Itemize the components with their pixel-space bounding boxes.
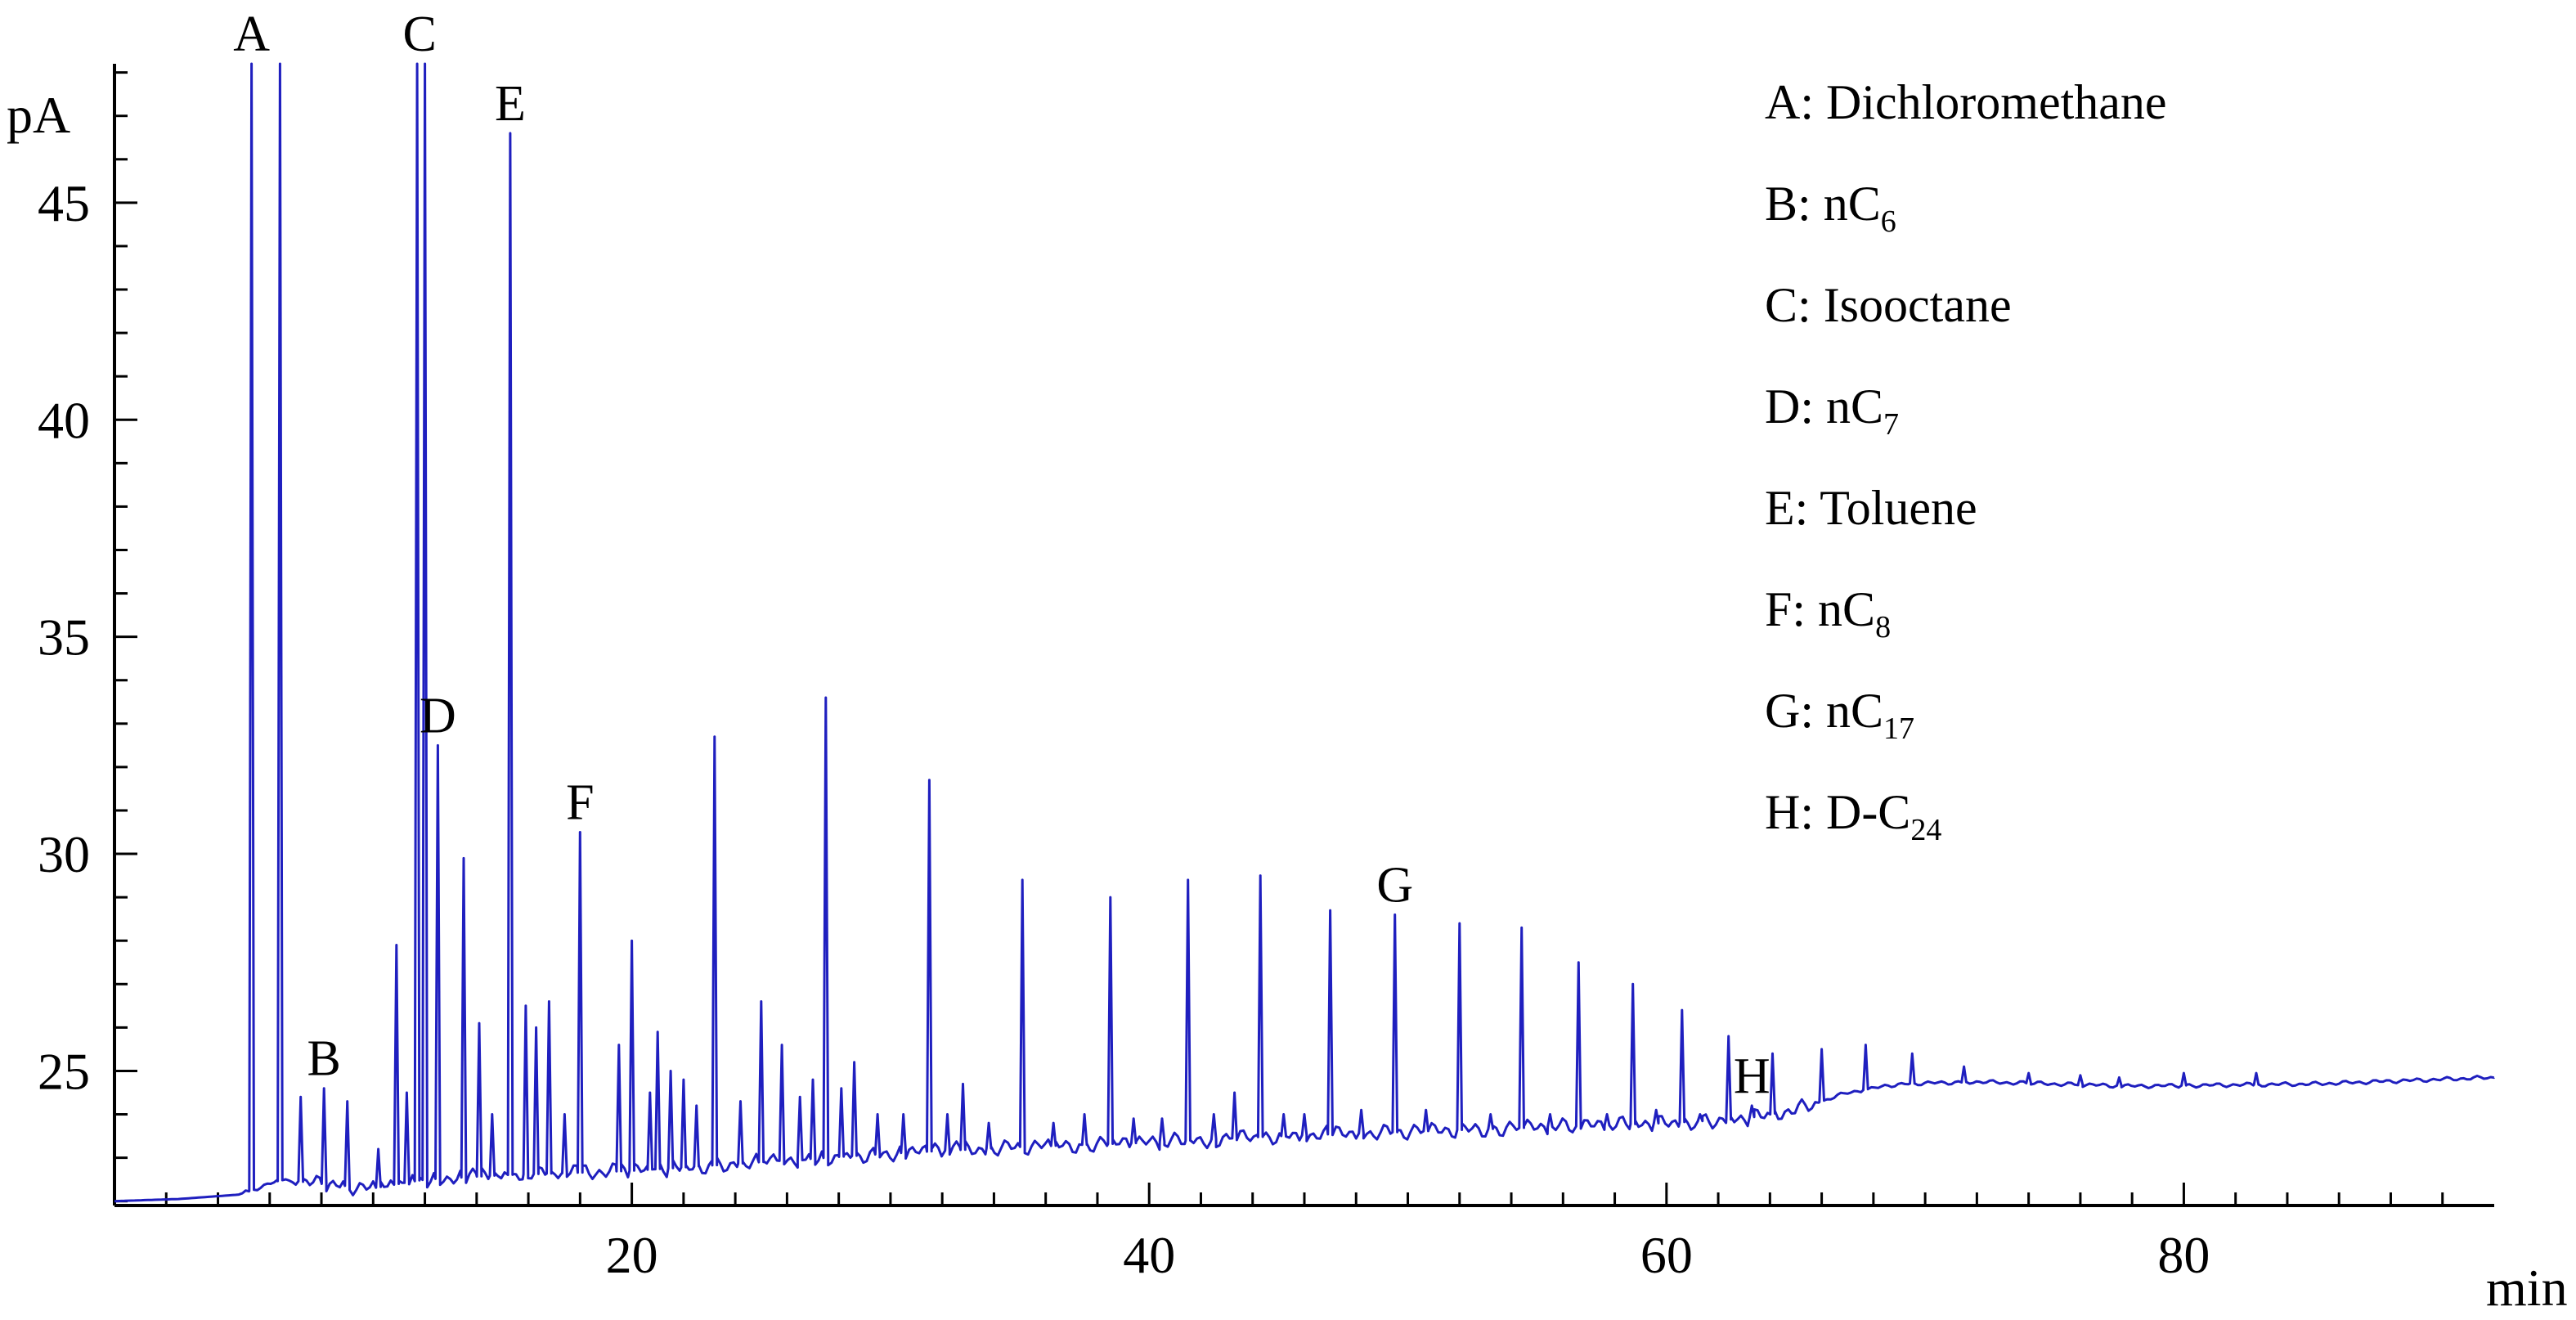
y-tick-label: 35 bbox=[38, 608, 90, 667]
peak-label-f: F bbox=[566, 775, 594, 831]
chromatogram-trace bbox=[114, 62, 2496, 1203]
x-tick-label: 80 bbox=[2157, 1226, 2210, 1284]
legend-item-h: H: D-C24 bbox=[1765, 785, 1941, 847]
legend-item-d: D: nC7 bbox=[1765, 379, 1899, 442]
y-tick-label: 40 bbox=[38, 391, 90, 449]
x-axis-title: min bbox=[2486, 1259, 2568, 1317]
peak-label-c: C bbox=[403, 7, 437, 62]
axes bbox=[113, 64, 2494, 1207]
y-axis-title: pA bbox=[7, 86, 70, 144]
legend-item-f: F: nC8 bbox=[1765, 582, 1891, 644]
peak-label-g: G bbox=[1376, 857, 1413, 913]
legend-item-a: A: Dichloromethane bbox=[1765, 75, 2167, 129]
peak-label-a: A bbox=[233, 7, 270, 62]
peak-labels: A B C D E F G H bbox=[233, 7, 1770, 1104]
legend-item-e: E: Toluene bbox=[1765, 481, 1977, 535]
peak-label-b: B bbox=[307, 1031, 341, 1087]
peak-label-h: H bbox=[1734, 1048, 1770, 1104]
peak-label-d: D bbox=[420, 688, 456, 743]
ticks: 20 40 60 80 25 30 35 40 45 bbox=[38, 71, 2444, 1284]
legend-item-c: C: Isooctane bbox=[1765, 278, 2012, 332]
x-tick-label: 60 bbox=[1640, 1226, 1693, 1284]
x-tick-label: 40 bbox=[1123, 1226, 1175, 1284]
x-tick-label: 20 bbox=[606, 1226, 658, 1284]
peak-label-e: E bbox=[495, 76, 526, 132]
y-tick-label: 25 bbox=[38, 1042, 90, 1100]
legend: A: Dichloromethane B: nC6 C: Isooctane D: n… bbox=[1765, 75, 2167, 847]
legend-item-g: G: nC17 bbox=[1765, 684, 1914, 746]
y-tick-label: 45 bbox=[38, 174, 90, 232]
y-tick-label: 30 bbox=[38, 825, 90, 883]
legend-item-b: B: nC6 bbox=[1765, 177, 1896, 239]
